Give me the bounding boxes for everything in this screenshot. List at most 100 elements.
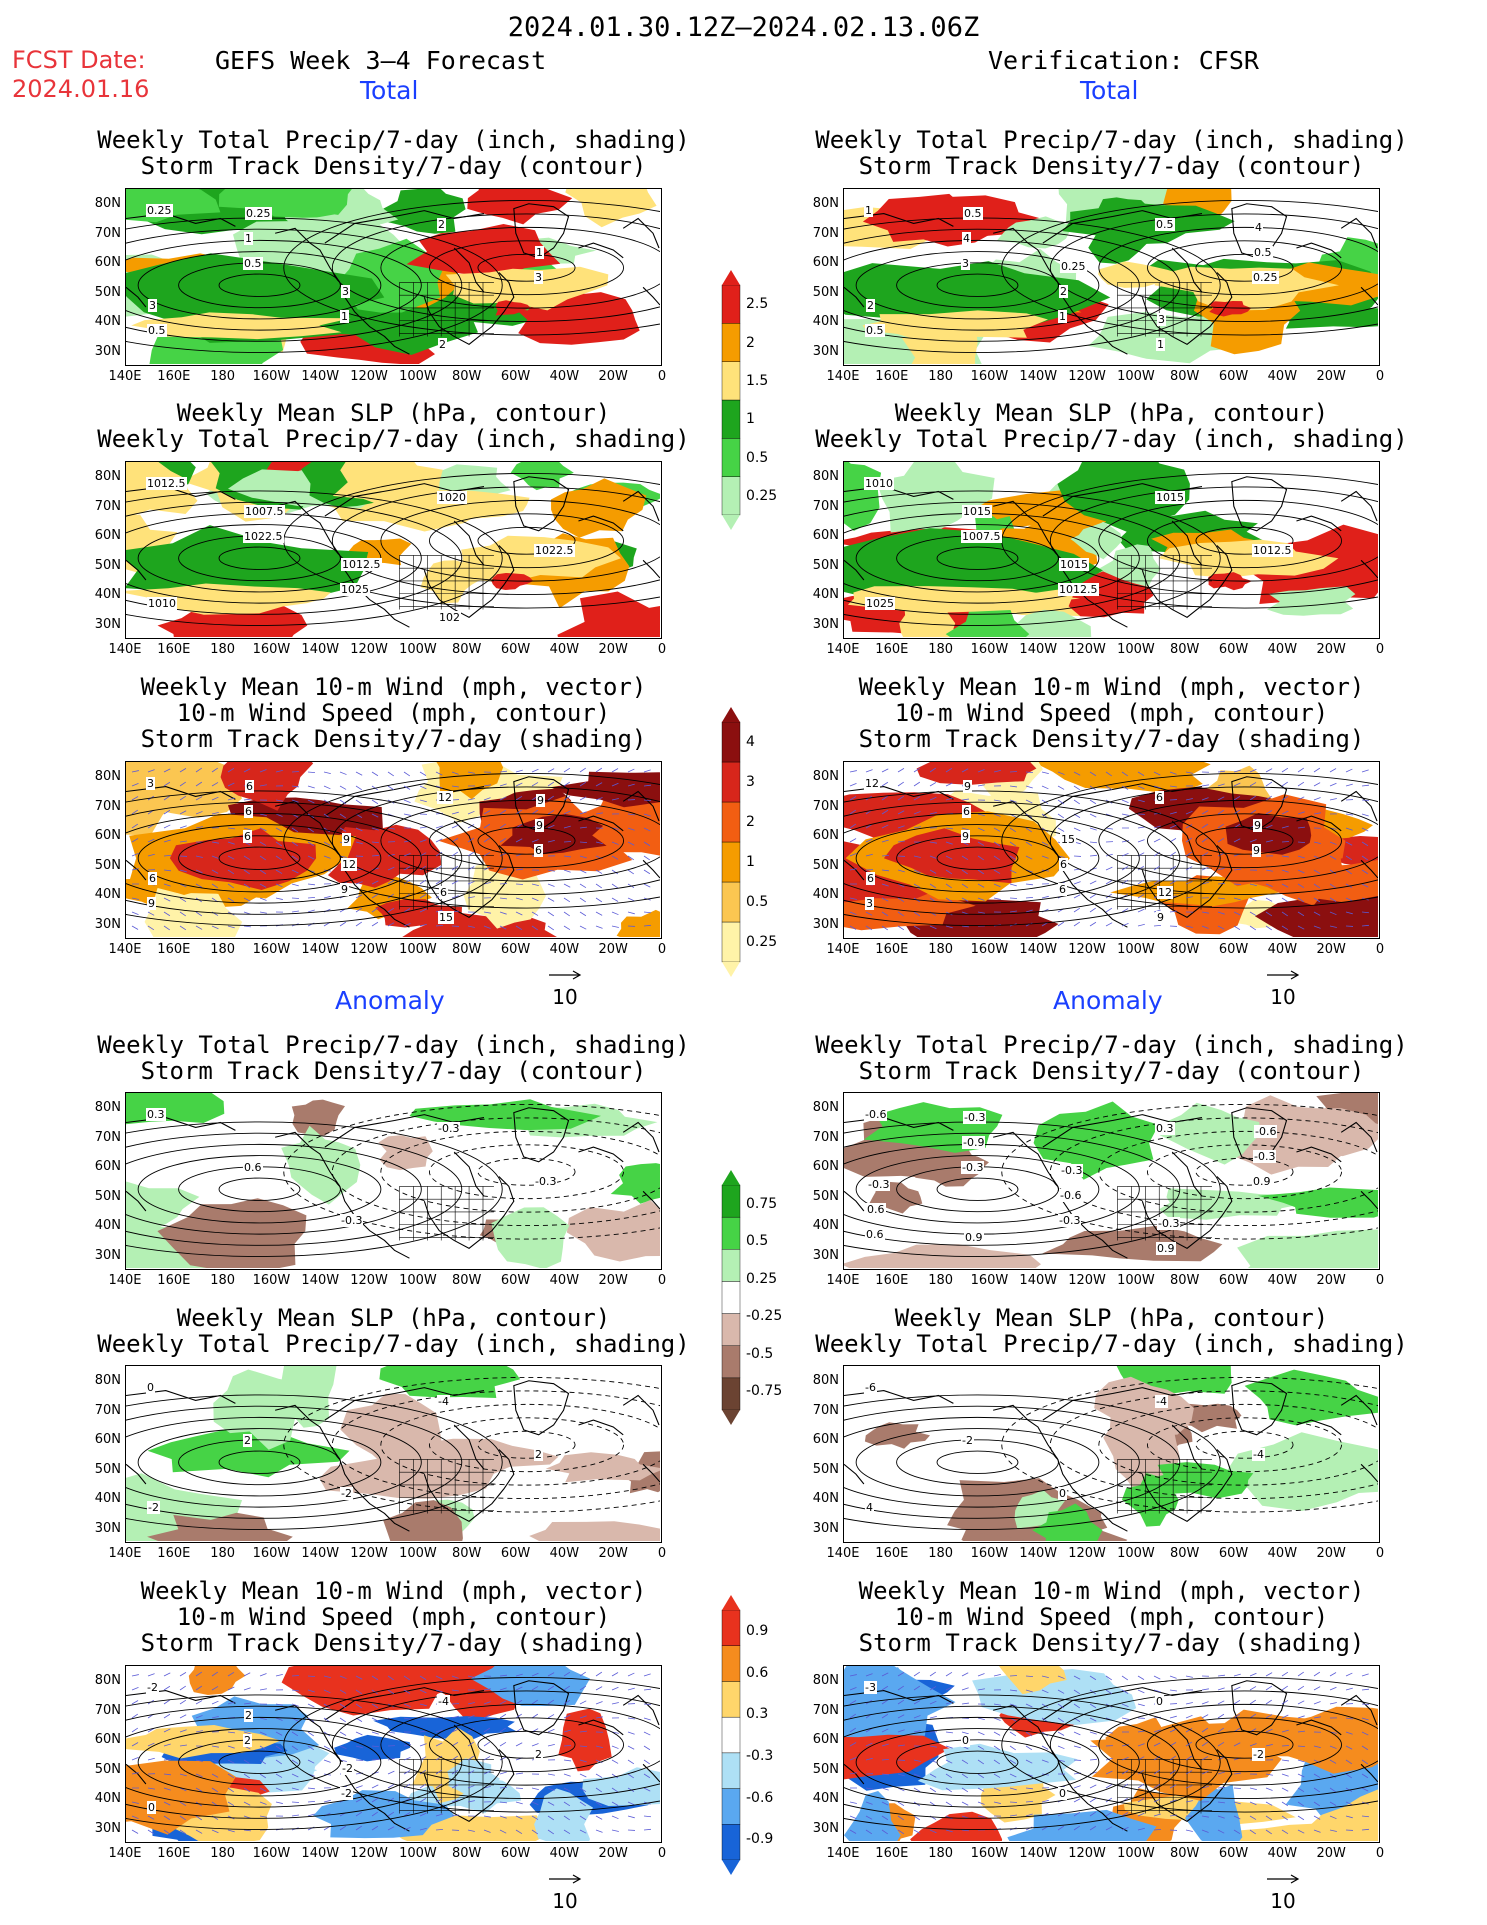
- shading-region: [1068, 571, 1154, 618]
- lat-tick-label: 60N: [94, 1732, 121, 1747]
- contour-lines: [844, 1394, 1221, 1530]
- contour-label: 2: [1059, 285, 1068, 298]
- colorbar-label: 2: [746, 334, 755, 351]
- shading-region: [126, 462, 198, 519]
- lon-tick-label: 80W: [1170, 642, 1200, 657]
- contour-label: -4: [1155, 1395, 1168, 1408]
- lon-tick-label: 40W: [549, 1273, 580, 1288]
- lon-tick-label: 40W: [549, 1846, 580, 1861]
- shading-region: [1036, 762, 1174, 789]
- contour-label: -2: [340, 1487, 353, 1500]
- colorbar-swatch: [721, 841, 741, 883]
- contour-label: -0.3: [1157, 1217, 1181, 1230]
- vector-reference: 10: [545, 1865, 585, 1913]
- contour-label: 0: [146, 1381, 155, 1394]
- contour-lines: [283, 1377, 660, 1513]
- colorbar-label: 0.5: [746, 894, 769, 910]
- shading-region: [1014, 609, 1092, 637]
- colorbar-label: 0.5: [746, 1233, 769, 1250]
- lat-tick-label: 50N: [812, 1188, 839, 1204]
- contour-label: 1: [340, 310, 349, 323]
- lon-tick-label: 0: [657, 1846, 667, 1861]
- lat-tick-label: 80N: [812, 1673, 839, 1688]
- colorbar-top-arrow: [722, 270, 740, 285]
- lon-tick-label: 120W: [350, 942, 388, 957]
- contour-label: 0.5: [1253, 246, 1273, 259]
- colorbar-bottom-arrow: [722, 1410, 740, 1425]
- map-panel-1-verification: 1 3 1 0.5 0.25 0.5 4 2 1 0.5 2 0.5 0.25 3 4: [843, 188, 1380, 366]
- shading-region: [1304, 1789, 1378, 1841]
- lon-tick-label: 40W: [549, 642, 580, 657]
- lon-tick-label: 140E: [108, 1273, 142, 1288]
- shading-region: [420, 464, 511, 499]
- lon-tick-label: 160W: [252, 1273, 291, 1288]
- map-panel-4-verification: -0.6 -0.3 -0.3 0.3 0.9 0.6 -0.9 -0.6 0.9 -0.3 0.6 -…: [843, 1092, 1380, 1270]
- lat-tick-label: 60N: [812, 255, 839, 270]
- lat-tick-label: 50N: [94, 857, 121, 873]
- lon-tick-label: 100W: [1117, 1846, 1155, 1861]
- contour-label: 3: [341, 285, 350, 298]
- lon-tick-label: 160E: [875, 642, 909, 657]
- lon-tick-label: 120W: [1068, 1546, 1106, 1561]
- lat-tick-label: 30N: [812, 916, 839, 932]
- colorbar-label: -0.3: [746, 1747, 774, 1764]
- shading-region: [1278, 859, 1378, 903]
- panel-title: Weekly Total Precip/7-day (inch, shading…: [97, 126, 690, 154]
- coastline: [126, 1107, 660, 1259]
- lat-tick-label: 40N: [94, 314, 121, 329]
- lat-tick-label: 30N: [94, 343, 121, 359]
- shading-region: [582, 1767, 660, 1806]
- contour-label: 1025: [340, 583, 370, 596]
- lat-tick-label: 30N: [812, 1820, 839, 1836]
- contour-label: 6: [534, 844, 543, 857]
- shading-region: [616, 909, 660, 937]
- lon-tick-label: 140E: [108, 369, 142, 384]
- panel-title: Weekly Total Precip/7-day (inch, shading…: [815, 425, 1408, 453]
- colorbar-swatch: [721, 1716, 741, 1754]
- colorbar-swatch: [721, 1345, 741, 1379]
- lon-tick-label: 180: [210, 642, 236, 657]
- lon-tick-label: 180: [928, 1546, 954, 1561]
- contour-lines: [1001, 1677, 1378, 1813]
- lon-tick-label: 160E: [157, 642, 191, 657]
- contour-lines: [283, 1677, 660, 1813]
- coastline: [126, 476, 660, 628]
- verification-column-title: Verification: CFSR: [988, 46, 1259, 75]
- contour-label: 1010: [147, 597, 177, 610]
- anomaly-label-right: Anomaly: [1053, 986, 1163, 1015]
- lon-tick-label: 120W: [350, 1846, 388, 1861]
- contour-label: 0.5: [1155, 218, 1175, 231]
- colorbar-swatch: [721, 881, 741, 923]
- lat-tick-label: 60N: [94, 1159, 121, 1174]
- panel-title: Weekly Total Precip/7-day (inch, shading…: [97, 1330, 690, 1358]
- shading-region: [147, 1512, 293, 1541]
- lat-tick-label: 40N: [812, 587, 839, 602]
- contour-lines: [844, 790, 1221, 926]
- lon-tick-label: 60W: [500, 1846, 531, 1861]
- shading-region: [281, 1666, 467, 1716]
- contour-label: 9: [536, 794, 545, 807]
- lon-tick-label: 20W: [598, 642, 628, 657]
- colorbar-label: -0.9: [746, 1831, 774, 1848]
- lon-tick-label: 160W: [252, 942, 291, 957]
- contour-label: 9: [535, 819, 544, 832]
- contour-label: -0.3: [1058, 1214, 1082, 1227]
- colorbar-label: -0.25: [746, 1308, 783, 1325]
- shading-region: [566, 1200, 660, 1262]
- colorbar-label: 0.75: [746, 1195, 778, 1212]
- contour-label: 9: [1156, 911, 1165, 924]
- lon-tick-label: 120W: [350, 642, 388, 657]
- lon-tick-label: 160E: [157, 369, 191, 384]
- contour-label: 0.25: [245, 207, 272, 220]
- colorbar-swatch: [721, 721, 741, 763]
- lon-tick-label: 0: [1375, 1546, 1385, 1561]
- colorbar-bottom-arrow: [722, 515, 740, 530]
- contour-label: 1: [535, 246, 544, 259]
- shading-region: [1042, 1225, 1223, 1262]
- shading-region: [1032, 1503, 1103, 1541]
- lon-tick-label: 80W: [1170, 369, 1200, 384]
- contour-label: 1015: [1155, 491, 1185, 504]
- lon-tick-label: 100W: [1117, 942, 1155, 957]
- contour-label: 15: [1060, 833, 1076, 846]
- colorbar-label: 1.5: [746, 372, 769, 389]
